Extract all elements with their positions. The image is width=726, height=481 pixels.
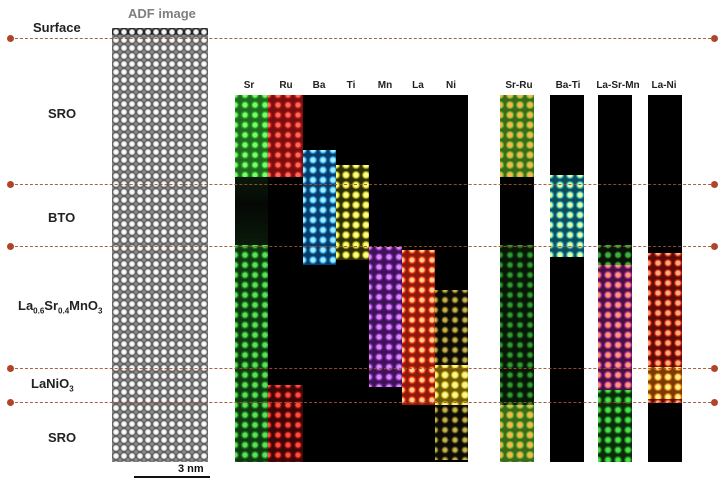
overlay-label-sr-ru: Sr-Ru: [496, 80, 542, 91]
map-sr: [235, 95, 268, 462]
layer-label-surface: Surface: [33, 20, 81, 35]
map-label-ni: Ni: [434, 80, 468, 91]
scale-bar-label: 3 nm: [178, 463, 204, 475]
layer-label-sro-bottom: SRO: [48, 430, 76, 445]
layer-label-bto: BTO: [48, 210, 75, 225]
overlay-label-la-sr-mn: La-Sr-Mn: [590, 80, 646, 91]
guide-dot-right: [711, 35, 718, 42]
guide-dot-right: [711, 365, 718, 372]
overlay-label-la-ni: La-Ni: [643, 80, 685, 91]
interface-line-surface: [10, 38, 716, 39]
guide-dot-right: [711, 243, 718, 250]
adf-image-title: ADF image: [128, 6, 196, 21]
overlay-la-sr-mn: [598, 95, 632, 462]
guide-dot-left: [7, 181, 14, 188]
adf-image: [112, 28, 208, 462]
layer-label-lsmo: La0.6Sr0.4MnO3: [18, 298, 103, 316]
scale-bar: [134, 476, 210, 478]
guide-dot-right: [711, 399, 718, 406]
map-ti: [336, 95, 369, 462]
interface-line-bto-lsmo: [10, 246, 716, 247]
guide-dot-left: [7, 365, 14, 372]
map-label-ba: Ba: [303, 80, 335, 91]
map-mn: [369, 95, 402, 462]
layer-label-lno: LaNiO3: [31, 376, 74, 394]
interface-line-sro-bto: [10, 184, 716, 185]
interface-line-lsmo-lno: [10, 368, 716, 369]
map-label-ru: Ru: [271, 80, 301, 91]
map-la: [402, 95, 435, 462]
interface-line-lno-sro: [10, 402, 716, 403]
guide-dot-left: [7, 243, 14, 250]
map-ba: [303, 95, 336, 462]
guide-dot-left: [7, 399, 14, 406]
map-label-ti: Ti: [335, 80, 367, 91]
layer-label-sro-top: SRO: [48, 106, 76, 121]
overlay-sr-ru: [500, 95, 534, 462]
map-label-la: La: [402, 80, 434, 91]
map-ni: [435, 95, 468, 462]
overlay-label-ba-ti: Ba-Ti: [546, 80, 590, 91]
map-ru: [268, 95, 303, 462]
map-label-sr: Sr: [236, 80, 262, 91]
map-label-mn: Mn: [369, 80, 401, 91]
overlay-la-ni: [648, 95, 682, 462]
guide-dot-left: [7, 35, 14, 42]
guide-dot-right: [711, 181, 718, 188]
overlay-ba-ti: [550, 95, 584, 462]
